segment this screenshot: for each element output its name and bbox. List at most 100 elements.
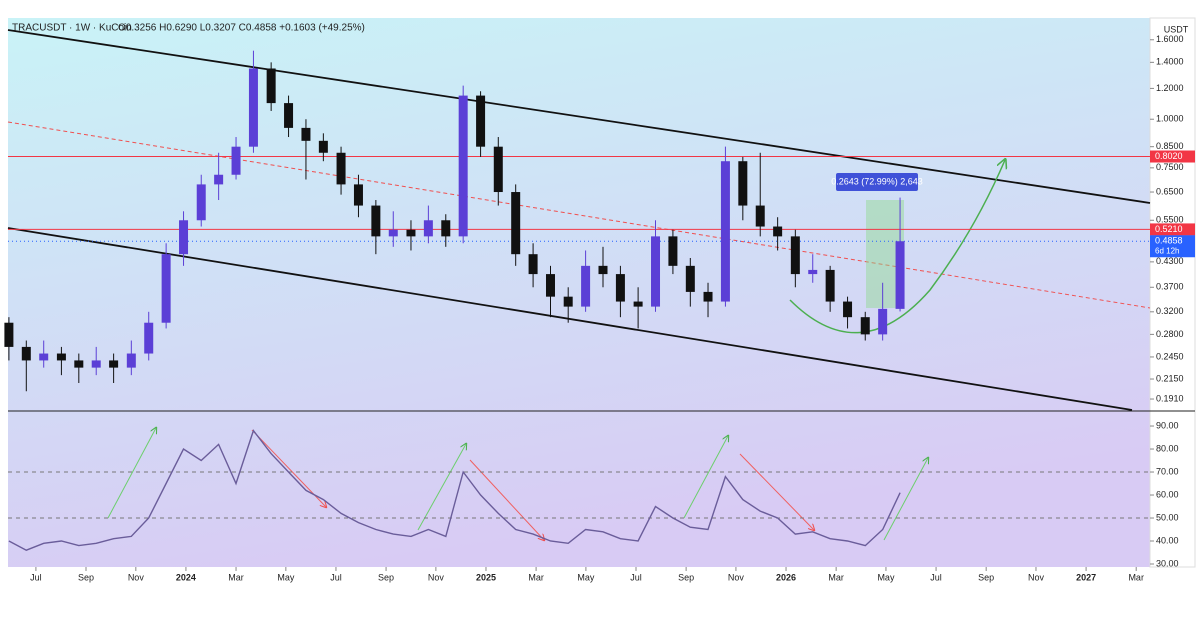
measure-label: 0.2643 (72.99%) 2,643 bbox=[831, 176, 923, 186]
y-tick-label: 0.3200 bbox=[1156, 306, 1184, 316]
x-tick-label: 2026 bbox=[776, 572, 796, 582]
candle-body bbox=[56, 353, 66, 361]
candle-body bbox=[388, 229, 398, 237]
candle-body bbox=[441, 220, 451, 237]
y-tick-label: 60.00 bbox=[1156, 489, 1179, 499]
upper-channel-line bbox=[7, 29, 1151, 204]
candle-body bbox=[423, 220, 433, 237]
candle-body bbox=[179, 220, 189, 255]
candle-body bbox=[91, 360, 101, 368]
level-tag bbox=[1150, 235, 1195, 258]
lower-channel-line bbox=[7, 227, 1133, 411]
candle-body bbox=[703, 291, 713, 302]
symbol-title: TRACUSDT · 1W · KuCoin bbox=[12, 23, 132, 34]
candle-body bbox=[301, 127, 311, 141]
level-tag bbox=[1150, 223, 1195, 236]
plot-background bbox=[8, 18, 1150, 567]
y-tick-label: 0.2150 bbox=[1156, 373, 1184, 383]
x-tick-label: Sep bbox=[378, 572, 394, 582]
candle-body bbox=[4, 322, 14, 347]
x-tick-label: Mar bbox=[1128, 572, 1144, 582]
x-tick-label: Nov bbox=[128, 572, 145, 582]
candle-body bbox=[493, 146, 503, 193]
level-label: 0.8020 bbox=[1155, 151, 1183, 161]
x-tick-label: Mar bbox=[828, 572, 844, 582]
y-tick-label: 1.6000 bbox=[1156, 34, 1184, 44]
candle-body bbox=[878, 308, 888, 335]
candle-body bbox=[651, 236, 661, 307]
candle-body bbox=[825, 269, 835, 302]
candle-body bbox=[74, 360, 84, 368]
y-tick-label: 50.00 bbox=[1156, 512, 1179, 522]
x-tick-label: May bbox=[577, 572, 595, 582]
y-tick-label: 0.7500 bbox=[1156, 162, 1184, 172]
x-tick-label: Jul bbox=[630, 572, 642, 582]
x-tick-label: Mar bbox=[528, 572, 544, 582]
x-tick-label: Jul bbox=[330, 572, 342, 582]
x-tick-label: 2025 bbox=[476, 572, 496, 582]
candle-body bbox=[720, 161, 730, 302]
ohlc-legend: O0.3256 H0.6290 L0.3207 C0.4858 +0.1603 … bbox=[118, 23, 365, 34]
candle-body bbox=[266, 68, 276, 104]
candle-body bbox=[21, 346, 31, 361]
level-label: 0.4858 bbox=[1155, 236, 1183, 246]
candle-body bbox=[371, 205, 381, 237]
candle-body bbox=[248, 68, 258, 147]
y-tick-label: 80.00 bbox=[1156, 443, 1179, 453]
y-tick-label: 0.5500 bbox=[1156, 215, 1184, 225]
candle-body bbox=[406, 229, 416, 237]
x-tick-label: 2027 bbox=[1076, 572, 1096, 582]
candle-body bbox=[598, 265, 608, 275]
y-tick-label: 70.00 bbox=[1156, 466, 1179, 476]
trend-arrow bbox=[739, 453, 814, 530]
candle-body bbox=[581, 265, 591, 307]
candle-body bbox=[109, 360, 119, 368]
x-tick-label: Sep bbox=[78, 572, 94, 582]
y-tick-label: 0.6500 bbox=[1156, 186, 1184, 196]
candle-body bbox=[214, 174, 224, 185]
y-tick-label: 0.2800 bbox=[1156, 329, 1184, 339]
price-axis bbox=[1149, 17, 1196, 568]
y-tick-label: 0.4300 bbox=[1156, 256, 1184, 266]
candle-body bbox=[860, 317, 870, 335]
candle-body bbox=[668, 236, 678, 266]
candle-body bbox=[458, 95, 468, 237]
candle-body bbox=[895, 241, 905, 309]
level-tag bbox=[1150, 150, 1195, 163]
rsi-line bbox=[8, 429, 901, 551]
candle-body bbox=[755, 205, 765, 227]
candle-body bbox=[39, 353, 49, 361]
trend-arrow bbox=[683, 436, 728, 519]
candle-body bbox=[685, 265, 695, 292]
candle-body bbox=[231, 146, 241, 175]
y-tick-label: 1.0000 bbox=[1156, 114, 1184, 124]
y-tick-label: 1.2000 bbox=[1156, 83, 1184, 93]
candle-body bbox=[615, 274, 625, 302]
y-tick-label: 1.4000 bbox=[1156, 57, 1184, 67]
x-tick-label: Mar bbox=[228, 572, 244, 582]
candle-body bbox=[773, 226, 783, 237]
axis-unit: USDT bbox=[1164, 24, 1189, 34]
x-tick-label: Nov bbox=[728, 572, 745, 582]
candle-body bbox=[790, 236, 800, 275]
x-tick-label: Nov bbox=[428, 572, 445, 582]
candle-body bbox=[318, 140, 328, 153]
candle-body bbox=[808, 269, 818, 275]
candle-body bbox=[738, 161, 748, 206]
y-tick-label: 30.00 bbox=[1156, 558, 1179, 568]
x-tick-label: Jul bbox=[30, 572, 42, 582]
candle-body bbox=[336, 152, 346, 185]
candle-body bbox=[476, 95, 486, 147]
candle-body bbox=[353, 184, 363, 206]
x-tick-label: 2024 bbox=[176, 572, 196, 582]
candle-body bbox=[843, 301, 853, 318]
y-tick-label: 90.00 bbox=[1156, 420, 1179, 430]
countdown-label: 6d 12h bbox=[1155, 246, 1179, 255]
y-tick-label: 0.8500 bbox=[1156, 141, 1184, 151]
candle-body bbox=[284, 103, 294, 128]
trend-arrow bbox=[107, 428, 156, 519]
y-tick-label: 0.3700 bbox=[1156, 282, 1184, 292]
level-label: 0.5210 bbox=[1155, 224, 1183, 234]
candle-body bbox=[126, 353, 136, 368]
